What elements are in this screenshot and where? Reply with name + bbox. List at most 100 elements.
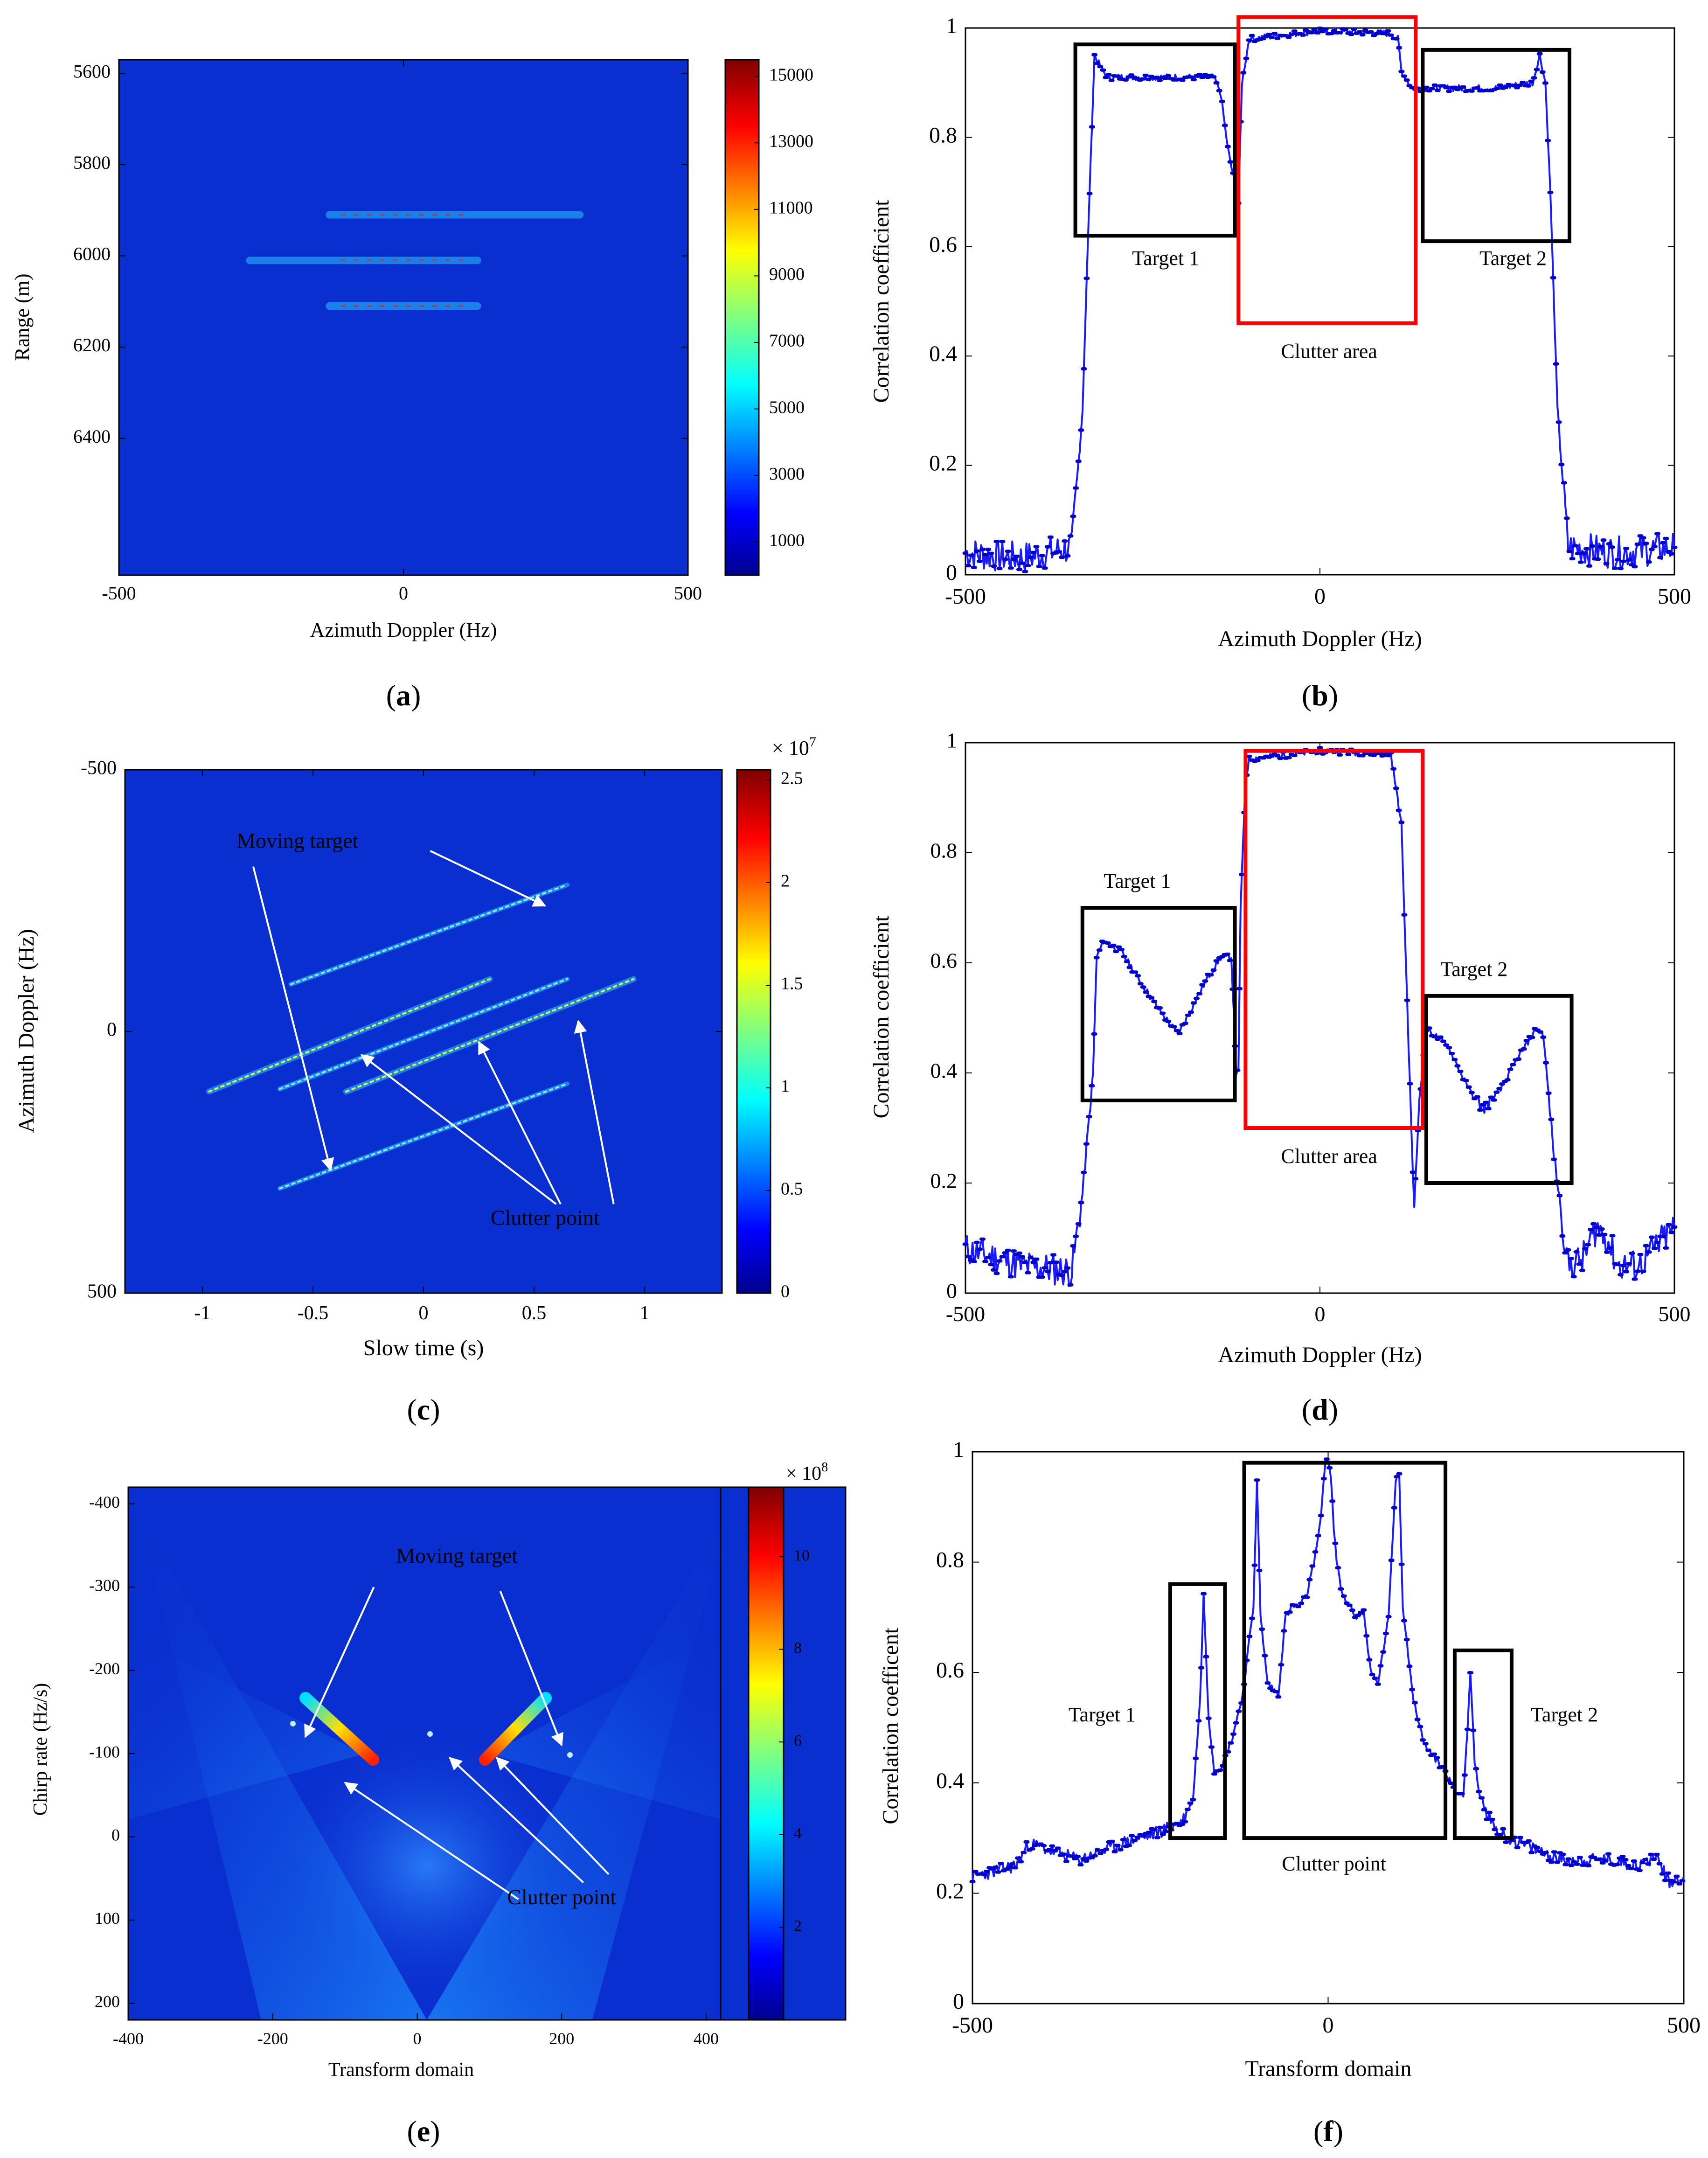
colorbar-tick-label: 10 bbox=[794, 1547, 810, 1564]
panel-f-y-ticks: 0 0.2 0.4 0.6 0.8 1 bbox=[936, 1437, 1684, 2014]
x-tick-label: 0 bbox=[1323, 2013, 1334, 2038]
annotation-box bbox=[1236, 15, 1418, 325]
panel-a-colorbar-ticks: 1000 3000 5000 7000 9000 11000 13000 15000 bbox=[754, 65, 813, 550]
panel-d-label: (d) bbox=[1302, 1393, 1338, 1426]
doppler-streak bbox=[345, 978, 635, 1093]
panel-e-left-beam bbox=[299, 1692, 379, 1766]
y-tick-label: 5800 bbox=[73, 152, 111, 173]
annotation-box-label: Target 1 bbox=[1069, 1703, 1136, 1726]
colorbar-tick-label: 6 bbox=[794, 1732, 802, 1749]
panel-e-target-point-right bbox=[567, 1752, 573, 1758]
x-tick-label: 200 bbox=[549, 2029, 574, 2048]
x-tick-label: 0 bbox=[419, 1302, 429, 1324]
panel-e-colorbar-ticks: 2 4 6 8 10 bbox=[779, 1547, 810, 1935]
annotation-box-label: Target 2 bbox=[1440, 958, 1507, 981]
colorbar-tick-label: 4 bbox=[794, 1825, 802, 1842]
y-tick-label: 200 bbox=[95, 1992, 120, 2011]
panel-f-x-axis-label: Transform domain bbox=[1245, 2056, 1412, 2081]
panel-c-x-axis-label: Slow time (s) bbox=[363, 1336, 484, 1360]
annotation-box bbox=[1243, 749, 1425, 1130]
y-tick-label: 5600 bbox=[73, 61, 111, 82]
y-tick-label: 0.2 bbox=[930, 1169, 958, 1193]
annotation-box-label: Target 1 bbox=[1132, 247, 1199, 270]
panel-b-y-axis-label: Correlation coefficient bbox=[869, 200, 894, 403]
panel-a-y-ticks: 5600 5800 6000 6200 6400 bbox=[73, 61, 688, 447]
y-tick-label: 0 bbox=[946, 1279, 957, 1303]
panel-b-label: (b) bbox=[1302, 679, 1338, 712]
annotation-box bbox=[1452, 1648, 1514, 1840]
panel-c-y-ticks: -500 0 500 bbox=[81, 758, 722, 1302]
x-tick-label: 0.5 bbox=[522, 1302, 547, 1324]
panel-b-x-ticks: -500 0 500 bbox=[945, 28, 1691, 609]
panel-f-series bbox=[969, 1457, 1686, 1888]
panel-a-x-axis-label: Azimuth Doppler (Hz) bbox=[310, 619, 497, 641]
panel-e-clutter-point-center bbox=[427, 1731, 433, 1737]
annotation-arrow bbox=[361, 1054, 557, 1205]
panel-a-streaks bbox=[246, 211, 584, 310]
y-tick-label: 0.6 bbox=[930, 949, 958, 973]
y-tick-label: 6200 bbox=[73, 334, 111, 355]
colorbar-tick-label: 11000 bbox=[769, 198, 813, 218]
y-tick-label: 0.8 bbox=[936, 1548, 964, 1573]
y-tick-label: -300 bbox=[89, 1576, 120, 1594]
panel-d-axes-frame bbox=[965, 742, 1675, 1294]
y-tick-label: -400 bbox=[89, 1493, 120, 1511]
annotation-arrow bbox=[478, 1040, 562, 1205]
annotation-text: Moving target bbox=[396, 1544, 518, 1567]
panel-e-label: (e) bbox=[407, 2115, 440, 2148]
y-tick-label: 6400 bbox=[73, 426, 111, 447]
colorbar-tick-label: 3000 bbox=[769, 464, 805, 484]
x-tick-label: 0 bbox=[1314, 584, 1326, 609]
correlation-series-markers bbox=[962, 746, 1678, 1287]
panel-e-colorbar bbox=[748, 1486, 785, 2021]
panel-b-y-ticks: 0 0.2 0.4 0.6 0.8 1 bbox=[929, 14, 1674, 585]
y-tick-label: 0 bbox=[946, 560, 957, 585]
annotation-box bbox=[1168, 1582, 1227, 1840]
colorbar-tick-label: 0.5 bbox=[781, 1179, 803, 1199]
panel-f-boxes: Target 1 Clutter point Target 2 bbox=[1069, 1461, 1598, 1875]
x-tick-label: 400 bbox=[694, 2029, 719, 2048]
panel-e-colorbar-exponent: × 108 bbox=[786, 1460, 828, 1484]
x-tick-label: 0 bbox=[413, 2029, 422, 2048]
y-tick-label: 0.6 bbox=[929, 232, 957, 257]
panel-c-label: (c) bbox=[407, 1393, 440, 1426]
y-tick-label: 500 bbox=[87, 1281, 117, 1302]
colorbar-tick-label: 15000 bbox=[769, 65, 813, 84]
annotation-arrow bbox=[304, 1587, 375, 1738]
x-tick-label: 500 bbox=[1658, 584, 1691, 609]
colorbar-tick-label: 2 bbox=[781, 871, 790, 891]
panel-e-x-axis-label: Transform domain bbox=[328, 2059, 474, 2081]
doppler-streak bbox=[290, 884, 569, 986]
colorbar-tick-label: 1.5 bbox=[781, 974, 803, 994]
y-tick-label: -200 bbox=[89, 1659, 120, 1678]
panel-e-transform-map: Moving target Clutter point -400 -200 0 200 4… bbox=[30, 1460, 847, 2148]
annotation-arrow bbox=[574, 1019, 615, 1204]
panel-e-arrows bbox=[304, 1587, 610, 1900]
y-tick-label: 0.8 bbox=[929, 123, 957, 147]
annotation-box-label: Clutter point bbox=[1282, 1852, 1386, 1875]
x-tick-label: -500 bbox=[945, 584, 986, 609]
y-tick-label: -500 bbox=[81, 758, 117, 779]
y-tick-label: 0.4 bbox=[930, 1059, 958, 1083]
panel-a-range-doppler-map: -500 0 500 5600 5800 6000 6200 6400 1000 3000 50… bbox=[11, 59, 813, 712]
y-tick-label: 0 bbox=[107, 1019, 117, 1041]
panel-c-colorbar bbox=[736, 769, 771, 1294]
colorbar-tick-label: 9000 bbox=[769, 265, 805, 284]
panel-e-left-wing bbox=[128, 1633, 364, 1819]
annotation-box-label: Target 1 bbox=[1104, 870, 1171, 892]
panel-e-right-beam bbox=[479, 1692, 552, 1766]
colorbar-tick-label: 5000 bbox=[769, 397, 805, 417]
panel-c-time-doppler-map: Moving target Clutter point -1 -0.5 0 0.5 1 -… bbox=[14, 734, 816, 1426]
panel-e-y-axis-label: Chirp rate (Hz/s) bbox=[30, 1683, 51, 1816]
panel-b-x-axis-label: Azimuth Doppler (Hz) bbox=[1218, 627, 1422, 651]
annotation-text: Clutter point bbox=[507, 1885, 616, 1909]
panel-d-x-ticks: -500 0 500 bbox=[946, 743, 1691, 1326]
panel-f-axes-frame bbox=[972, 1451, 1685, 2005]
y-tick-label: 0.6 bbox=[936, 1658, 964, 1683]
panel-e-annotations: Moving target Clutter point bbox=[396, 1544, 616, 1909]
panel-c-colorbar-ticks: 0 0.5 1 1.5 2 2.5 bbox=[766, 769, 803, 1302]
panel-e-right-wing bbox=[490, 1633, 721, 1819]
